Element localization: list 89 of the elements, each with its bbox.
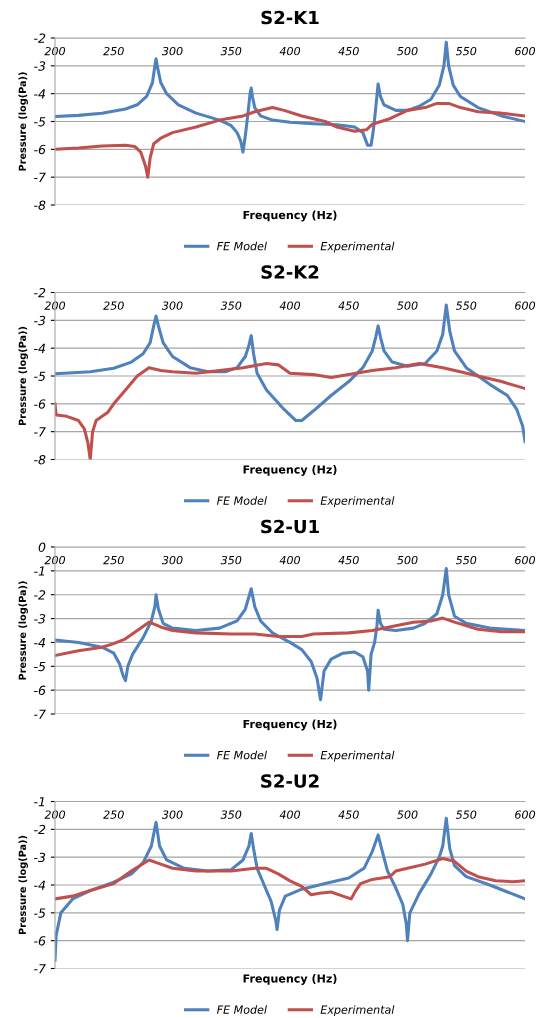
x-tick-label: 500: [397, 810, 418, 819]
y-tick-label: -8: [34, 454, 46, 465]
y-axis-title: Pressure (log(Pa)): [18, 326, 28, 426]
legend-label: Experimental: [320, 750, 395, 762]
x-tick-label: 600: [515, 301, 536, 310]
x-tick-label: 400: [279, 46, 301, 56]
x-tick-label: 600: [515, 555, 536, 565]
legend-label: Experimental: [320, 1005, 395, 1016]
x-tick-label: 550: [455, 810, 477, 819]
x-tick-label: 250: [103, 301, 124, 310]
y-tick-label: -2: [34, 824, 46, 835]
y-tick-label: -4: [34, 880, 46, 890]
x-tick-label: 300: [161, 46, 183, 56]
legend-label: FE Model: [216, 750, 267, 760]
x-tick-label: 500: [397, 301, 418, 310]
legend-label: Experimental: [320, 241, 395, 253]
line-series: [55, 101, 525, 179]
line-series: [55, 616, 525, 658]
legend-label: FE Model: [216, 241, 267, 251]
x-axis-title: Frequency (Hz): [243, 210, 337, 222]
y-axis-title: Pressure (log(Pa)): [18, 835, 28, 935]
x-tick-label: 300: [161, 555, 183, 565]
x-tick-label: 200: [44, 810, 66, 819]
x-tick-label: 250: [103, 46, 124, 56]
x-tick-label: 250: [103, 555, 124, 565]
y-tick-label: -7: [34, 964, 46, 974]
x-tick-label: 450: [338, 301, 359, 310]
x-tick-label: 300: [161, 301, 183, 310]
y-axis-title: Pressure (log(Pa)): [18, 72, 28, 171]
y-tick-label: 0: [38, 542, 46, 552]
y-tick-label: -2: [34, 287, 46, 298]
x-tick-label: 300: [161, 810, 183, 819]
y-tick-label: -3: [34, 852, 46, 863]
y-tick-label: -4: [34, 638, 46, 648]
legend-label: Experimental: [320, 496, 395, 507]
line-series: [55, 857, 525, 901]
y-tick-label: -4: [34, 89, 46, 99]
chart-title: S2-K1: [261, 10, 319, 25]
y-tick-label: -5: [34, 117, 46, 127]
legend-label: FE Model: [216, 1005, 267, 1014]
x-tick-label: 450: [338, 810, 359, 819]
x-axis-title: Frequency (Hz): [243, 465, 337, 476]
y-tick-label: -6: [34, 144, 46, 155]
x-tick-label: 550: [455, 301, 477, 310]
chart-title: S2-U2: [261, 774, 319, 788]
x-axis-title: Frequency (Hz): [243, 974, 337, 985]
x-tick-label: 400: [279, 810, 301, 819]
x-tick-label: 550: [455, 555, 477, 565]
x-tick-label: 350: [220, 555, 242, 565]
chart-title: S2-U1: [261, 519, 319, 534]
y-tick-label: -2: [34, 33, 46, 43]
chart-title: S2-K2: [261, 265, 319, 279]
y-tick-label: -2: [34, 590, 46, 600]
x-tick-label: 350: [220, 46, 242, 56]
x-tick-label: 250: [103, 810, 124, 819]
y-tick-label: -7: [34, 709, 46, 719]
y-tick-label: -8: [34, 200, 46, 210]
x-tick-label: 400: [279, 555, 301, 565]
y-tick-label: -7: [34, 172, 46, 182]
y-tick-label: -6: [34, 936, 46, 946]
x-tick-label: 350: [220, 301, 242, 310]
y-tick-label: -1: [34, 797, 45, 807]
y-tick-label: -5: [34, 661, 46, 672]
y-tick-label: -5: [34, 908, 46, 918]
x-tick-label: 500: [397, 555, 418, 565]
x-tick-label: 200: [44, 301, 66, 310]
x-tick-label: 500: [397, 46, 418, 56]
x-tick-label: 600: [515, 810, 536, 819]
y-tick-label: -3: [34, 614, 46, 624]
legend-label: FE Model: [216, 496, 267, 505]
y-tick-label: -5: [34, 371, 46, 381]
y-tick-label: -3: [34, 315, 46, 326]
y-tick-label: -4: [34, 343, 46, 353]
y-tick-label: -1: [34, 566, 45, 576]
x-tick-label: 200: [44, 46, 66, 56]
y-axis-title: Pressure (log(Pa)): [18, 581, 28, 680]
x-tick-label: 600: [515, 46, 536, 56]
x-tick-label: 450: [338, 555, 359, 565]
y-tick-label: -7: [34, 427, 46, 437]
x-tick-label: 350: [220, 810, 242, 819]
x-tick-label: 400: [279, 301, 301, 310]
y-tick-label: -3: [34, 61, 46, 71]
x-tick-label: 450: [338, 46, 359, 56]
line-series: [55, 566, 525, 702]
y-tick-label: -6: [34, 685, 46, 696]
y-tick-label: -6: [34, 399, 46, 409]
x-tick-label: 200: [44, 555, 66, 565]
x-tick-label: 550: [455, 46, 477, 56]
x-axis-title: Frequency (Hz): [243, 719, 337, 731]
